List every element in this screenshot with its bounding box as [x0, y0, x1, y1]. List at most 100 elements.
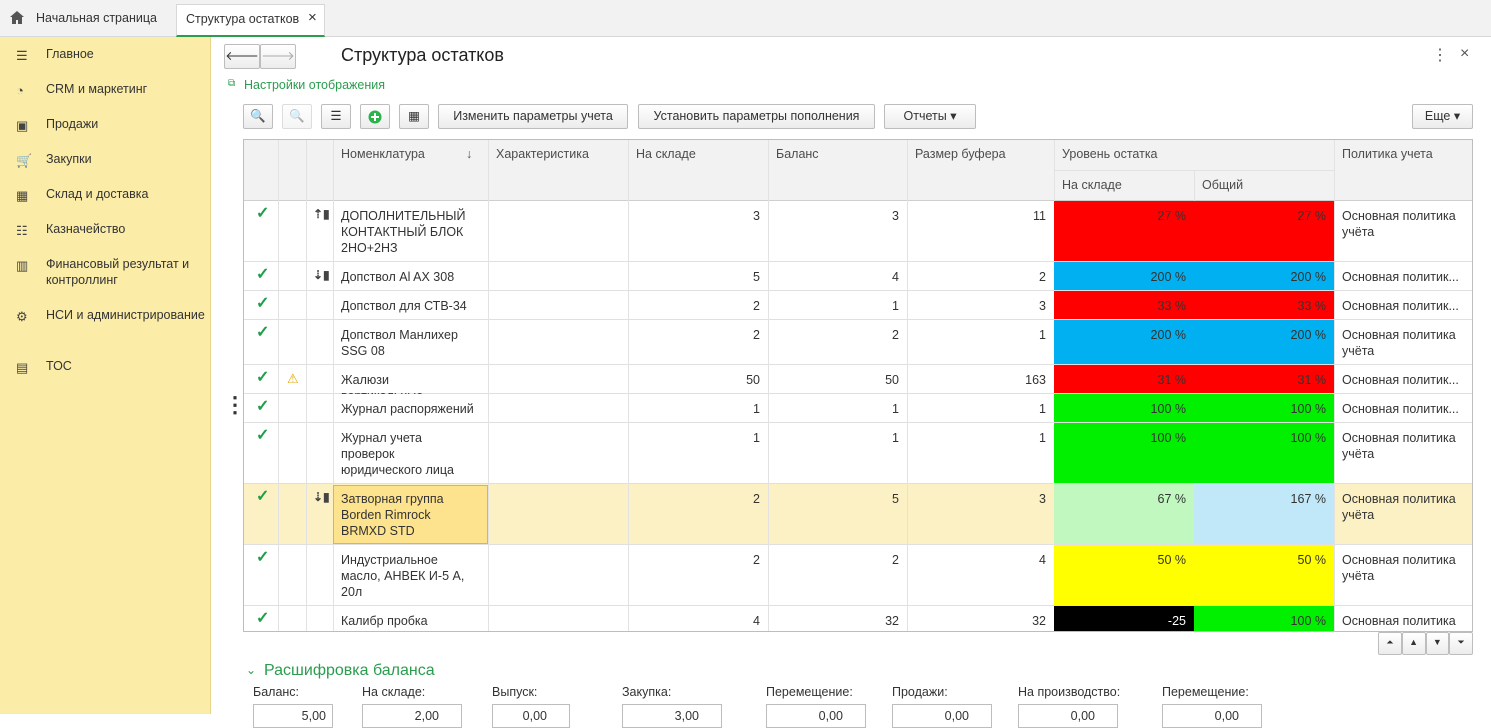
table-row[interactable]: ✓ ⇡▮ ДОПОЛНИТЕЛЬНЫЙ КОНТАКТНЫЙ БЛОК 2НО+2Н…: [244, 201, 1472, 262]
number-cell: 1: [1039, 328, 1046, 342]
level-cell: 27 %: [1054, 201, 1194, 261]
field-label: На складе:: [362, 685, 426, 699]
number-cell: 3: [1039, 492, 1046, 506]
cell-divider: [1334, 545, 1335, 606]
table-row[interactable]: ✓ Индустриальное масло, АНВЕК И-5 А, 20л 2…: [244, 545, 1472, 606]
close-icon[interactable]: ×: [1460, 45, 1470, 62]
sidebar-icon: ⚙: [16, 309, 28, 324]
cell-divider: [278, 484, 279, 545]
scroll-top[interactable]: ⏶: [1378, 632, 1402, 655]
table-row[interactable]: ✓ Допствол Манлихер SSG 08 2 2 1 200 % 200 % Ос…: [244, 320, 1472, 365]
table-row[interactable]: ✓ ⇣▮ Затворная группа Borden Rimrock BRMXD…: [244, 484, 1472, 545]
button-label: Отчеты: [903, 109, 947, 123]
section-title[interactable]: Расшифровка баланса: [264, 662, 435, 679]
level-cell: 200 %: [1194, 262, 1334, 290]
cell-divider: [907, 320, 908, 365]
cell-divider: [768, 201, 769, 262]
number-cell: 3: [753, 209, 760, 223]
toolbar-button[interactable]: Еще ▾: [1412, 104, 1473, 129]
scroll-down[interactable]: ▼: [1425, 632, 1450, 655]
field-input[interactable]: 0,00: [766, 704, 866, 728]
cell-divider: [628, 320, 629, 365]
table-row[interactable]: ✓ ⚠ Жалюзи вертикальные 50 50 163 31 %31 % Осно…: [244, 365, 1472, 394]
sidebar-item[interactable]: Склад и доставка: [46, 187, 149, 201]
warning-icon: ⚠: [287, 371, 299, 386]
sidebar-item[interactable]: Главное: [46, 47, 94, 61]
filter-button[interactable]: ☰: [321, 104, 351, 129]
number-cell: 2: [753, 492, 760, 506]
cell-divider: [907, 291, 908, 320]
sidebar-item[interactable]: НСИ и администрирование: [46, 308, 205, 322]
close-icon[interactable]: ×: [308, 9, 317, 26]
number-cell: 4: [1039, 553, 1046, 567]
sidebar-item[interactable]: Казначейство: [46, 222, 126, 236]
collapse-icon[interactable]: ⌄: [246, 663, 257, 677]
field-input[interactable]: 0,00: [492, 704, 570, 728]
drag-handle[interactable]: ⋮: [224, 392, 246, 417]
sidebar-item[interactable]: Финансовый результат и контроллинг: [46, 257, 190, 287]
toolbar-button[interactable]: Установить параметры пополнения: [638, 104, 875, 129]
cell-divider: [488, 423, 489, 484]
field-value: 0,00: [1214, 709, 1239, 723]
toolbar-button[interactable]: Изменить параметры учета: [438, 104, 628, 129]
tab[interactable]: Начальная страница: [36, 11, 157, 25]
back-button[interactable]: 🡐: [224, 44, 260, 69]
find-button[interactable]: 🔍: [243, 104, 273, 129]
cell-divider: [1334, 606, 1335, 631]
subcolumn-header: Общий: [1202, 178, 1244, 192]
field-value: 0,00: [1070, 709, 1095, 723]
policy-cell: Основная политика учёта: [1342, 553, 1456, 583]
field-input[interactable]: 0,00: [1162, 704, 1262, 728]
table-row[interactable]: ✓ Журнал учета проверок юридического лица…: [244, 423, 1472, 484]
sidebar-item[interactable]: Закупки: [46, 152, 92, 166]
field-input[interactable]: 3,00: [622, 704, 722, 728]
button-label: Установить параметры пополнения: [653, 109, 860, 123]
button-label: Изменить параметры учета: [453, 109, 613, 123]
cell-divider: [768, 423, 769, 484]
selected-cell: [333, 485, 488, 544]
sidebar-item[interactable]: CRM и маркетинг: [46, 82, 148, 96]
cell-divider: [907, 262, 908, 291]
table-row[interactable]: ✓ Калибр пробка 4 32 32 -25 100 % Основная поли…: [244, 606, 1472, 631]
item-name: Журнал распоряжений: [341, 402, 474, 416]
sidebar-icon: ▥: [16, 258, 29, 273]
cell-divider: [628, 365, 629, 394]
field-value: 0,00: [944, 709, 969, 723]
field-input[interactable]: 0,00: [892, 704, 992, 728]
sidebar: ☰ Главное ◔ CRM и маркетинг ▣ Продажи 🛒 Закупки…: [0, 37, 211, 714]
cell-divider: [768, 394, 769, 423]
field-label: Выпуск:: [492, 685, 538, 699]
field-input[interactable]: 5,00: [253, 704, 333, 728]
cancel-find-button[interactable]: 🔍: [282, 104, 312, 129]
policy-cell: Основная политика учёта: [1342, 209, 1456, 239]
sidebar-icon: ◔: [16, 83, 24, 98]
add-button[interactable]: [360, 104, 390, 129]
more-icon[interactable]: ⋮: [1432, 47, 1448, 64]
toolbar-button[interactable]: Отчеты ▾: [884, 104, 976, 129]
table-row[interactable]: ✓ ⇣▮ Допствол Al AX 308 5 4 2 200 % 200 % Основн…: [244, 262, 1472, 291]
scroll-up[interactable]: ▲: [1401, 632, 1426, 655]
cell-divider: [333, 291, 334, 320]
tab-active[interactable]: Структура остатков ×: [176, 4, 325, 37]
sidebar-item[interactable]: ТОС: [46, 359, 72, 373]
table-row[interactable]: ✓ Допствол для СТВ-34 2 1 3 33 % 33 % Основная …: [244, 291, 1472, 320]
status-check: ✓: [256, 324, 270, 341]
cell-divider: [488, 545, 489, 606]
table-row[interactable]: ✓ Журнал распоряжений 1 1 1 100 % 100 % Основна…: [244, 394, 1472, 423]
trend-icon: ⇡▮: [313, 207, 330, 221]
cell-divider: [333, 423, 334, 484]
settings-link[interactable]: Настройки отображения: [244, 78, 386, 92]
field-input[interactable]: 0,00: [1018, 704, 1118, 728]
scroll-bottom[interactable]: ⏷: [1449, 632, 1473, 655]
cell-divider: [333, 606, 334, 631]
header-divider: [333, 140, 334, 201]
cell-divider: [333, 320, 334, 365]
field-input[interactable]: 2,00: [362, 704, 462, 728]
header-divider: [1334, 140, 1335, 201]
forward-button[interactable]: 🡒: [260, 44, 296, 69]
sidebar-item[interactable]: Продажи: [46, 117, 99, 131]
table-button[interactable]: ▦: [399, 104, 429, 129]
header-divider: [306, 140, 307, 201]
level-cell: -25: [1054, 606, 1194, 631]
column-header: Политика учета: [1342, 147, 1433, 161]
